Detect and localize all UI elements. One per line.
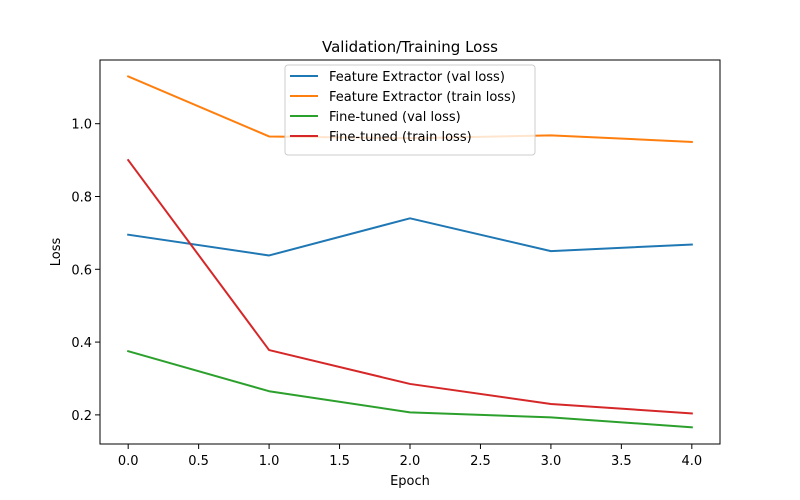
x-tick-label: 0.5 xyxy=(188,454,209,469)
y-tick-label: 0.4 xyxy=(71,336,92,351)
x-tick-label: 1.0 xyxy=(259,454,280,469)
x-axis-label: Epoch xyxy=(390,474,430,489)
x-tick-label: 2.5 xyxy=(470,454,491,469)
series-line-3 xyxy=(126,158,693,415)
y-axis-ticks: 0.2 0.4 0.6 0.8 1.0 xyxy=(71,118,100,424)
y-tick-label: 1.0 xyxy=(71,118,92,133)
series-line-0 xyxy=(127,217,693,257)
legend-label-0: Feature Extractor (val loss) xyxy=(329,70,505,85)
x-tick-label: 1.5 xyxy=(329,454,350,469)
legend-label-3: Fine-tuned (train loss) xyxy=(329,130,472,145)
y-axis-label: Loss xyxy=(49,238,64,267)
chart-title: Validation/Training Loss xyxy=(322,38,498,56)
series-line-2 xyxy=(126,349,693,429)
x-tick-label: 2.0 xyxy=(400,454,421,469)
y-tick-label: 0.8 xyxy=(71,190,92,205)
legend-label-2: Fine-tuned (val loss) xyxy=(329,110,461,125)
legend-box xyxy=(284,64,536,156)
x-tick-label: 3.5 xyxy=(611,454,632,469)
x-tick-label: 3.0 xyxy=(541,454,562,469)
x-tick-label: 0.0 xyxy=(118,454,139,469)
legend: Feature Extractor (val loss) Feature Extr… xyxy=(284,64,536,156)
x-tick-label: 4.0 xyxy=(681,454,702,469)
x-axis-ticks: 0.0 0.5 1.0 1.5 2.0 2.5 3.0 3.5 4.0 xyxy=(118,444,702,469)
y-tick-label: 0.2 xyxy=(71,409,92,424)
legend-label-1: Feature Extractor (train loss) xyxy=(329,90,516,105)
y-tick-label: 0.6 xyxy=(71,263,92,278)
